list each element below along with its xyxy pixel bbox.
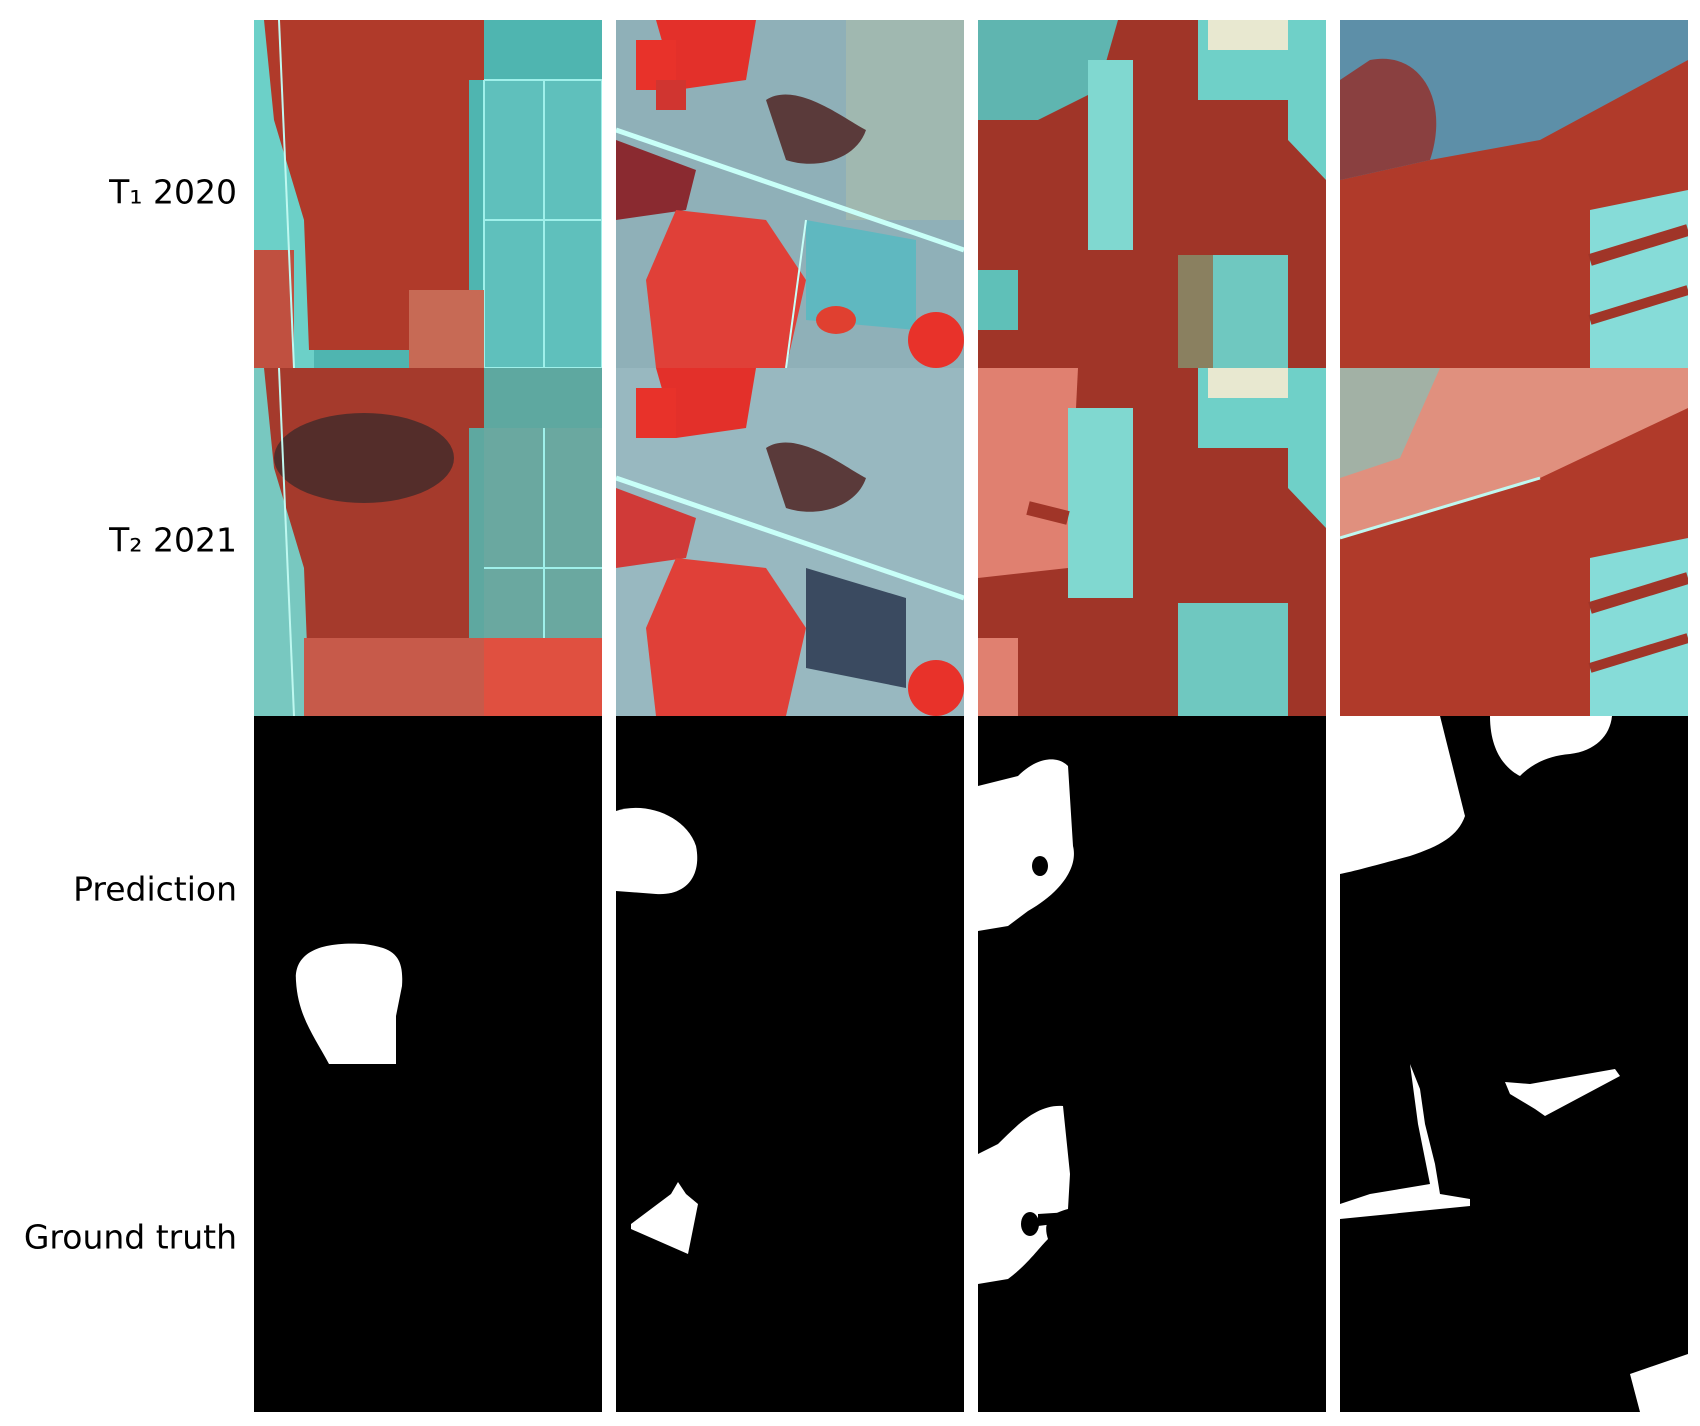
satellite-tile xyxy=(1340,20,1688,368)
row-label-t2: T₂ 2021 xyxy=(109,521,237,560)
satellite-tile xyxy=(1340,368,1688,716)
satellite-tile xyxy=(254,20,602,368)
row-label-prediction: Prediction xyxy=(73,870,237,909)
row-label-t1: T₁ 2020 xyxy=(109,173,237,212)
mask xyxy=(978,716,1326,1064)
image-t2-col3 xyxy=(978,368,1326,716)
satellite-tile xyxy=(616,368,964,716)
mask xyxy=(254,716,602,1064)
mask-prediction-col2 xyxy=(616,716,964,1064)
image-t1-col2 xyxy=(616,20,964,368)
mask-prediction-col1 xyxy=(254,716,602,1064)
image-t2-col2 xyxy=(616,368,964,716)
mask xyxy=(616,1064,964,1412)
row-label-ground-truth: Ground truth xyxy=(24,1218,237,1257)
mask-prediction-col4 xyxy=(1340,716,1688,1064)
mask xyxy=(1340,1064,1688,1412)
satellite-tile xyxy=(616,20,964,368)
image-t2-col4 xyxy=(1340,368,1688,716)
mask xyxy=(616,716,964,1064)
mask-ground-truth-col1 xyxy=(254,1064,602,1412)
satellite-tile xyxy=(978,368,1326,716)
mask xyxy=(1340,716,1688,1064)
satellite-tile xyxy=(978,20,1326,368)
image-t1-col4 xyxy=(1340,20,1688,368)
mask xyxy=(254,1064,602,1412)
image-t2-col1 xyxy=(254,368,602,716)
image-t1-col3 xyxy=(978,20,1326,368)
mask-ground-truth-col4 xyxy=(1340,1064,1688,1412)
satellite-tile xyxy=(254,368,602,716)
image-t1-col1 xyxy=(254,20,602,368)
mask-prediction-col3 xyxy=(978,716,1326,1064)
mask xyxy=(978,1064,1326,1412)
mask-ground-truth-col3 xyxy=(978,1064,1326,1412)
mask-ground-truth-col2 xyxy=(616,1064,964,1412)
